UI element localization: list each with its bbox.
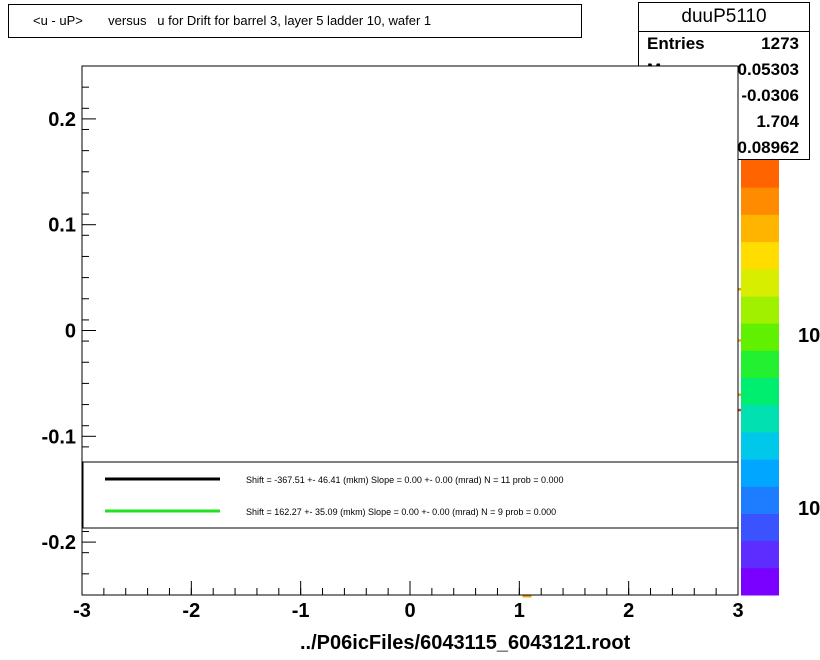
color-palette: 10 10 xyxy=(741,160,820,596)
x-tick-label: -3 xyxy=(73,600,91,622)
y-tick-label: 0.1 xyxy=(48,215,76,237)
y-tick-label: -0.2 xyxy=(42,532,76,554)
stats-row: Entries 1273 xyxy=(639,32,809,58)
chart-title: <u - uP> versus u for Drift for barrel 3… xyxy=(8,4,582,38)
y-tick-label: 0 xyxy=(65,321,76,343)
axes: -3 -2 -1 0 1 2 3 -0.2 -0.1 0 0.1 0.2 xyxy=(42,65,744,622)
x-tick-label: 2 xyxy=(623,600,634,622)
y-tick-label: 0.2 xyxy=(48,109,76,131)
legend-text: Shift = 162.27 +- 35.09 (mkm) Slope = 0.… xyxy=(246,507,556,517)
x-tick-label: -1 xyxy=(292,600,310,622)
histogram-bin xyxy=(735,393,745,396)
palette-swatch xyxy=(741,567,779,596)
stats-value: 1273 xyxy=(761,34,799,53)
palette-swatch xyxy=(741,513,779,542)
y-tick-label: -0.1 xyxy=(42,426,76,448)
x-tick-label: -2 xyxy=(182,600,200,622)
palette-swatch xyxy=(741,323,779,351)
fit-legend: Shift = -367.51 +- 46.41 (mkm) Slope = 0… xyxy=(82,461,739,529)
palette-swatch xyxy=(741,187,779,215)
stats-value: -0.0306 xyxy=(741,86,799,105)
palette-swatch xyxy=(741,459,779,487)
x-axis-title: ../P06icFiles/6043115_6043121.root xyxy=(300,632,631,654)
x-tick-label: 3 xyxy=(732,600,743,622)
palette-swatch xyxy=(741,540,779,569)
stats-value: 0.05303 xyxy=(737,60,799,79)
palette-swatch xyxy=(741,268,779,297)
stats-key: Entries xyxy=(647,34,705,53)
stats-value: 0.08962 xyxy=(737,138,799,157)
palette-label: 10 xyxy=(798,325,820,347)
histogram-bin xyxy=(735,288,745,291)
palette-swatch xyxy=(741,241,779,270)
palette-swatch xyxy=(741,404,779,433)
palette-swatch xyxy=(741,295,779,324)
histogram-bin xyxy=(522,594,532,598)
palette-swatch xyxy=(741,486,779,514)
legend-text: Shift = -367.51 +- 46.41 (mkm) Slope = 0… xyxy=(246,475,564,485)
palette-swatch xyxy=(741,431,779,460)
x-tick-label: 1 xyxy=(514,600,525,622)
legend-frame xyxy=(82,461,739,529)
palette-label: 10 xyxy=(798,498,820,520)
palette-swatch xyxy=(741,160,779,188)
stats-value: 1.704 xyxy=(756,112,799,131)
palette-swatch xyxy=(741,350,779,378)
stats-name: duuP5110 xyxy=(639,3,809,32)
palette-swatch xyxy=(741,214,779,243)
palette-swatch xyxy=(741,377,779,406)
x-tick-label: 0 xyxy=(404,600,415,622)
